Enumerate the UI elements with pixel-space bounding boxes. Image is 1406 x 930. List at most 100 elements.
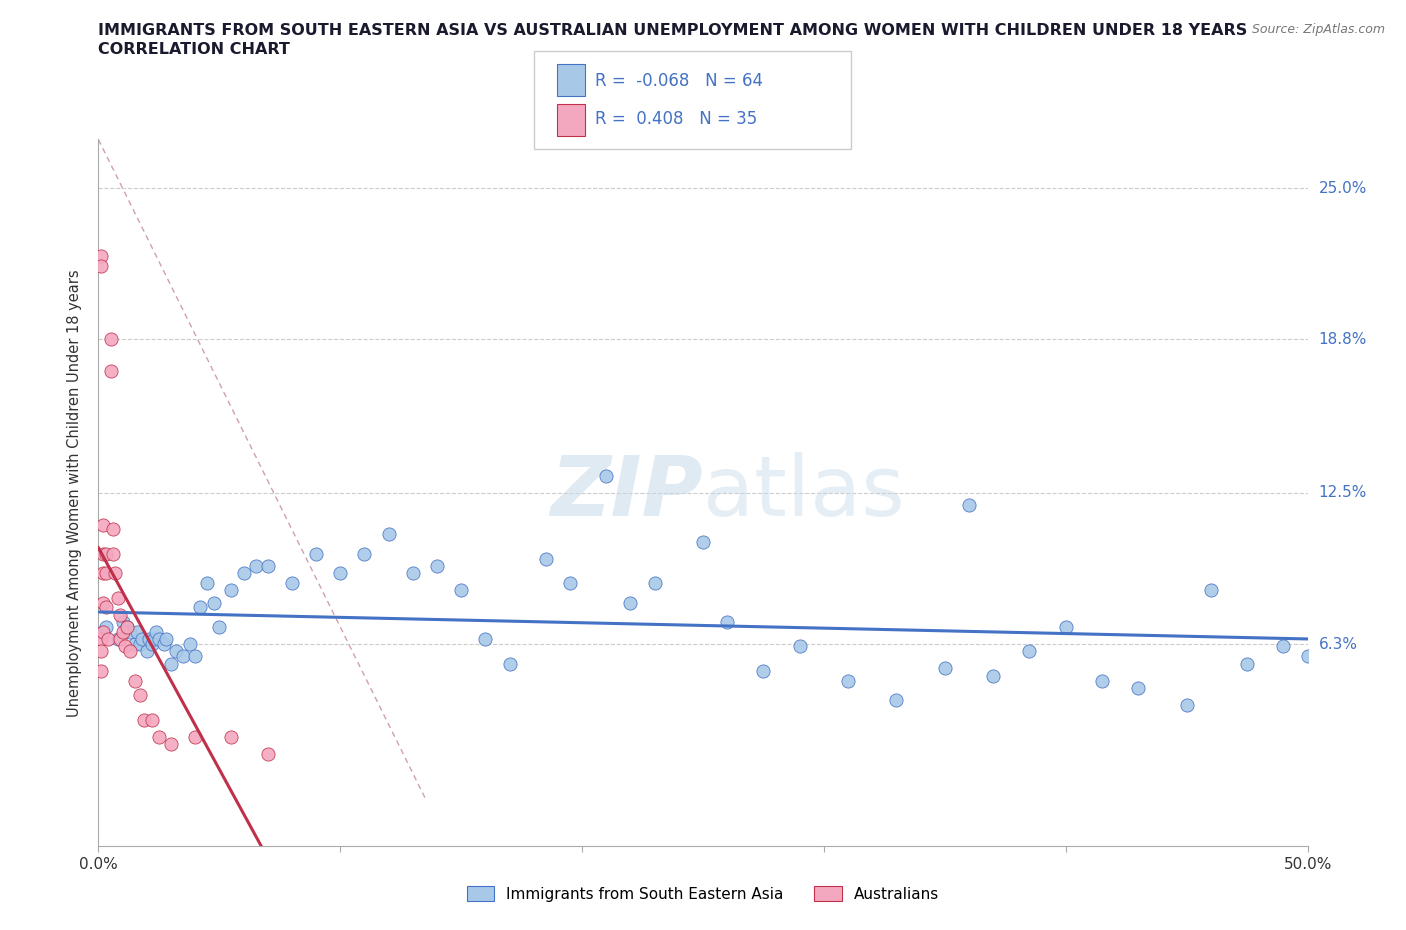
Point bbox=[91, 624, 114, 639]
Point bbox=[143, 631, 166, 646]
Point bbox=[329, 565, 352, 580]
Point bbox=[402, 565, 425, 580]
Point bbox=[91, 547, 114, 562]
Text: ZIP: ZIP bbox=[550, 452, 703, 534]
Text: CORRELATION CHART: CORRELATION CHART bbox=[98, 42, 290, 57]
Point bbox=[204, 595, 226, 610]
Point bbox=[195, 576, 218, 591]
Point bbox=[179, 636, 201, 651]
Y-axis label: Unemployment Among Women with Children Under 18 years: Unemployment Among Women with Children U… bbox=[67, 269, 83, 717]
Point bbox=[1128, 681, 1150, 696]
Point bbox=[97, 631, 120, 646]
Point bbox=[134, 712, 156, 727]
Point bbox=[1054, 619, 1077, 634]
Point bbox=[107, 631, 129, 646]
Point bbox=[90, 644, 112, 658]
Point bbox=[377, 527, 399, 542]
Text: 18.8%: 18.8% bbox=[1319, 332, 1367, 347]
Point bbox=[1091, 673, 1114, 688]
Point bbox=[100, 332, 122, 347]
Point bbox=[128, 688, 150, 703]
Text: 25.0%: 25.0% bbox=[1319, 180, 1367, 195]
Point bbox=[184, 649, 207, 664]
Point bbox=[619, 595, 641, 610]
Point bbox=[789, 639, 811, 654]
Point bbox=[91, 565, 114, 580]
Point bbox=[118, 644, 141, 658]
Point bbox=[128, 636, 150, 651]
Point bbox=[595, 469, 617, 484]
Point bbox=[135, 644, 157, 658]
Point bbox=[91, 624, 114, 639]
Text: atlas: atlas bbox=[703, 452, 904, 534]
Text: 6.3%: 6.3% bbox=[1319, 636, 1358, 652]
Point bbox=[111, 615, 134, 630]
Point bbox=[90, 631, 112, 646]
Point bbox=[256, 559, 278, 574]
Point bbox=[221, 583, 243, 598]
Text: Source: ZipAtlas.com: Source: ZipAtlas.com bbox=[1251, 23, 1385, 36]
Point bbox=[91, 595, 114, 610]
Point bbox=[558, 576, 581, 591]
Legend: Immigrants from South Eastern Asia, Australians: Immigrants from South Eastern Asia, Aust… bbox=[458, 878, 948, 910]
Point bbox=[934, 661, 956, 676]
Point bbox=[1272, 639, 1295, 654]
Point bbox=[91, 517, 114, 532]
Point bbox=[104, 565, 127, 580]
Point bbox=[1236, 656, 1258, 671]
Point bbox=[100, 364, 122, 379]
Point bbox=[692, 534, 714, 549]
Point bbox=[118, 624, 141, 639]
Point bbox=[1296, 649, 1319, 664]
Point bbox=[716, 615, 738, 630]
Point bbox=[108, 607, 131, 622]
Point bbox=[232, 565, 254, 580]
Point bbox=[155, 631, 177, 646]
Point bbox=[141, 636, 163, 651]
Point bbox=[353, 547, 375, 562]
Point bbox=[208, 619, 231, 634]
Point bbox=[837, 673, 859, 688]
Point bbox=[184, 729, 207, 744]
Point bbox=[160, 656, 183, 671]
Point bbox=[101, 522, 124, 537]
Point bbox=[101, 547, 124, 562]
Point bbox=[886, 693, 908, 708]
Text: R =  -0.068   N = 64: R = -0.068 N = 64 bbox=[595, 72, 762, 89]
Point bbox=[90, 259, 112, 273]
Point bbox=[94, 565, 117, 580]
Point bbox=[450, 583, 472, 598]
Point bbox=[752, 663, 775, 678]
Point bbox=[957, 498, 980, 512]
Point bbox=[94, 600, 117, 615]
Point bbox=[498, 656, 520, 671]
Point bbox=[124, 673, 146, 688]
Point bbox=[152, 636, 174, 651]
Point bbox=[114, 639, 136, 654]
Point bbox=[188, 600, 211, 615]
Point bbox=[117, 619, 139, 634]
Point bbox=[107, 591, 129, 605]
Point bbox=[117, 619, 139, 634]
Point bbox=[90, 663, 112, 678]
Point bbox=[145, 624, 167, 639]
Point bbox=[94, 619, 117, 634]
Point bbox=[148, 729, 170, 744]
Point bbox=[534, 551, 557, 566]
Point bbox=[644, 576, 666, 591]
Point bbox=[1175, 698, 1198, 712]
Point bbox=[172, 649, 194, 664]
Point bbox=[111, 624, 134, 639]
Text: 12.5%: 12.5% bbox=[1319, 485, 1367, 500]
Point bbox=[94, 547, 117, 562]
Point bbox=[245, 559, 267, 574]
Text: R =  0.408   N = 35: R = 0.408 N = 35 bbox=[595, 111, 756, 128]
Point bbox=[165, 644, 187, 658]
Point bbox=[90, 249, 112, 264]
Point bbox=[124, 636, 146, 651]
Point bbox=[305, 547, 328, 562]
Point bbox=[426, 559, 449, 574]
Point bbox=[131, 631, 153, 646]
Point bbox=[981, 669, 1004, 684]
Point bbox=[256, 746, 278, 761]
